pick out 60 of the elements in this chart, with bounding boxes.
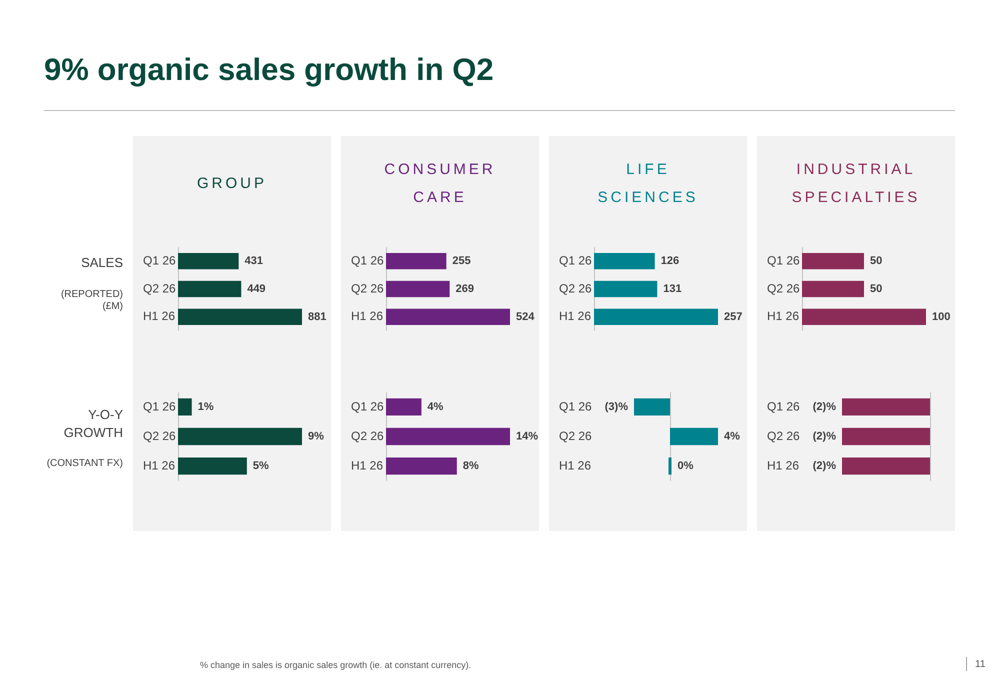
y-tick-label: Q1 26 xyxy=(351,253,384,268)
y-tick-label: Q1 26 xyxy=(143,253,176,268)
data-label: 1% xyxy=(198,401,214,413)
y-tick-label: H1 26 xyxy=(559,309,592,324)
chart-title: CONSUMER CARE xyxy=(383,160,497,208)
data-label: 255 xyxy=(452,255,471,268)
data-label: 14% xyxy=(516,430,538,443)
text: (£M) xyxy=(101,301,123,313)
data-label: 8% xyxy=(462,460,479,472)
data-label: (2)% xyxy=(812,401,836,413)
text: % change in sales is organic sales growth (ie. at constant currency). xyxy=(200,660,472,671)
data-label: 431 xyxy=(244,255,264,268)
data-label: 524 xyxy=(516,310,536,323)
y-tick-label: H1 26 xyxy=(767,309,800,324)
text: 11 xyxy=(975,659,986,671)
y-tick-label: H1 26 xyxy=(559,458,592,472)
data-label: 4% xyxy=(724,430,740,443)
chart-title: GROUP xyxy=(196,174,267,194)
y-tick-label: Q1 26 xyxy=(143,399,176,414)
text: (CONSTANT FX) xyxy=(46,458,123,470)
text: (REPORTED) xyxy=(60,289,123,301)
data-label: 449 xyxy=(247,283,266,296)
data-label: 50 xyxy=(870,255,882,268)
y-tick-label: Q2 26 xyxy=(559,281,592,296)
data-label: 4% xyxy=(427,401,444,413)
data-label: 131 xyxy=(663,283,682,296)
y-tick-label: H1 26 xyxy=(143,309,176,324)
y-tick-label: Q2 26 xyxy=(351,428,384,443)
y-tick-label: Q2 26 xyxy=(559,428,592,443)
data-label: 881 xyxy=(308,310,326,323)
chart-title: LIFE SCIENCES xyxy=(596,160,700,208)
data-label: 5% xyxy=(252,460,270,472)
y-tick-label: H1 26 xyxy=(351,309,384,324)
y-tick-label: Q1 26 xyxy=(351,399,384,414)
y-tick-label: Q1 26 xyxy=(559,253,592,268)
data-label: 0% xyxy=(678,460,694,472)
data-label: 50 xyxy=(870,283,882,296)
data-label: 126 xyxy=(660,255,680,268)
y-tick-label: Q2 26 xyxy=(767,428,800,443)
y-tick-label: Q1 26 xyxy=(767,253,800,268)
data-label: (2)% xyxy=(812,430,836,443)
y-tick-label: Q1 26 xyxy=(767,399,800,414)
y-tick-label: Q2 26 xyxy=(767,281,800,296)
text: 9% organic sales growth in Q2 xyxy=(44,52,494,88)
y-tick-label: Q2 26 xyxy=(351,281,384,296)
y-tick-label: H1 26 xyxy=(143,458,176,472)
y-tick-label: Q1 26 xyxy=(559,399,592,414)
data-label: 257 xyxy=(724,310,742,323)
y-tick-label: H1 26 xyxy=(351,458,384,472)
data-label: 269 xyxy=(456,283,474,296)
y-axis-title: Y-O-Y GROWTH xyxy=(62,406,123,442)
chart-title: INDUSTRIAL SPECIALTIES xyxy=(790,160,922,208)
y-axis-title: SALES xyxy=(80,254,123,272)
data-label: 100 xyxy=(932,310,950,323)
y-tick-label: H1 26 xyxy=(767,458,800,472)
y-tick-label: Q2 26 xyxy=(143,281,176,296)
data-label: 9% xyxy=(308,430,324,443)
data-label: (2)% xyxy=(812,460,836,472)
data-label: (3)% xyxy=(604,401,628,413)
y-tick-label: Q2 26 xyxy=(143,428,176,443)
